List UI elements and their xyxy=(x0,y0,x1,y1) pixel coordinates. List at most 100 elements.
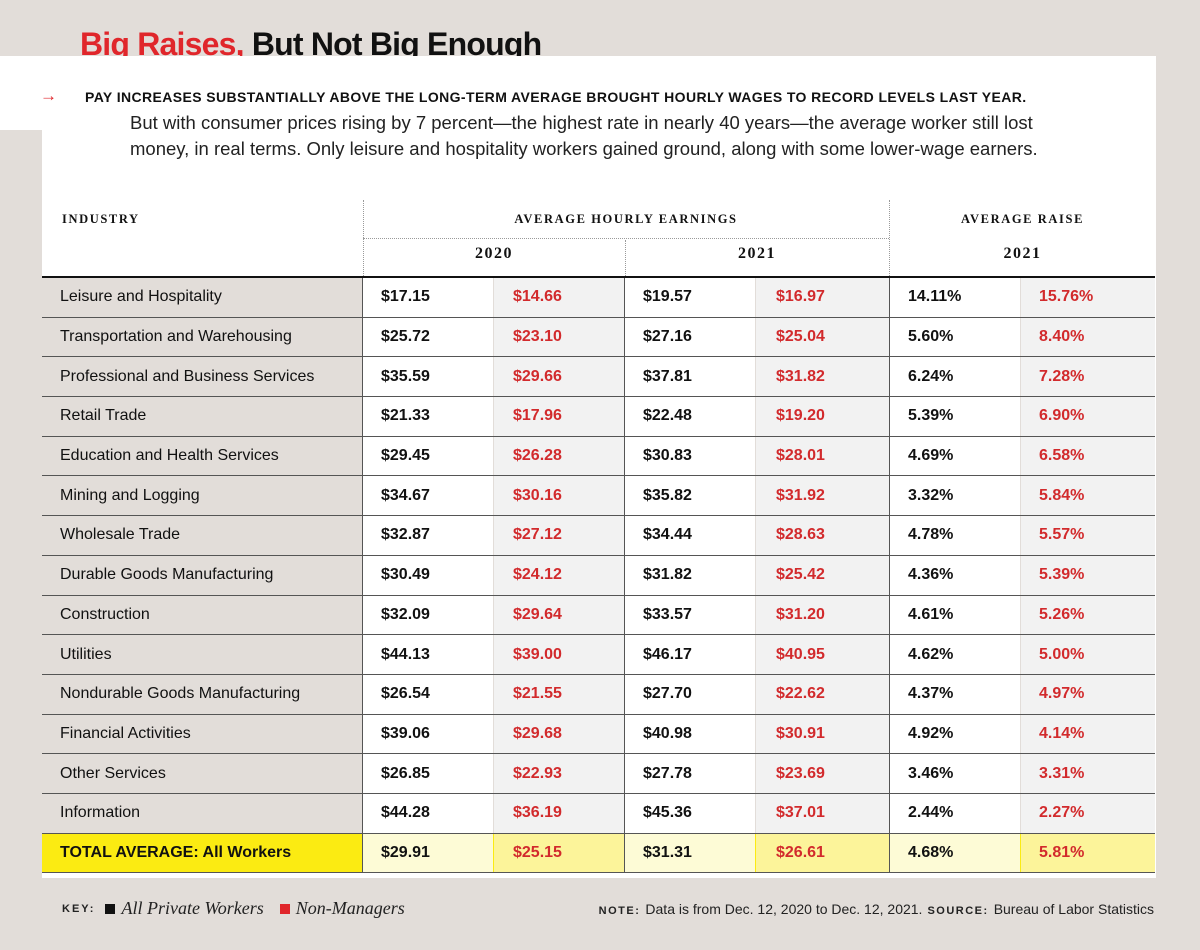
legend-all-workers: All Private Workers xyxy=(121,898,264,918)
header-year-raise-2021: 2021 xyxy=(1003,245,1042,262)
raise-nm: 5.84% xyxy=(1021,476,1155,516)
column-divider xyxy=(624,317,625,357)
column-divider xyxy=(889,595,890,635)
total-label: TOTAL AVERAGE: All Workers xyxy=(60,843,292,861)
raise-nm: 5.39% xyxy=(1021,555,1155,595)
industry-name: Information xyxy=(60,804,141,822)
column-divider xyxy=(624,397,625,436)
raise-nm: 7.28% xyxy=(1021,357,1155,397)
column-divider xyxy=(362,833,363,873)
raise-nm: 8.40% xyxy=(1021,317,1155,357)
raise-nm: 4.14% xyxy=(1021,714,1155,754)
column-divider xyxy=(362,793,363,833)
value-nm-2020: $27.12 xyxy=(494,516,624,555)
column-divider xyxy=(624,555,625,595)
value-nm-2020: $29.68 xyxy=(494,714,624,754)
industry-name: Durable Goods Manufacturing xyxy=(60,566,274,584)
table-row: Utilities $44.13 $39.00 $46.17 $40.95 4.… xyxy=(42,635,1155,675)
raise-all: 4.36% xyxy=(890,555,1020,595)
value-all-2020: $26.54 xyxy=(363,674,493,714)
raise-nm: 5.26% xyxy=(1021,595,1155,635)
header-rule xyxy=(42,276,1155,278)
value-all-2021: $33.57 xyxy=(625,595,755,635)
total-all-2020: $29.91 xyxy=(363,833,493,873)
raise-all: 4.78% xyxy=(890,516,1020,555)
header-divider xyxy=(889,200,890,276)
legend-swatch-non-managers xyxy=(279,903,290,914)
value-all-2021: $22.48 xyxy=(625,397,755,436)
column-divider xyxy=(362,436,363,476)
value-nm-2021: $19.20 xyxy=(756,397,889,436)
value-nm-2020: $29.64 xyxy=(494,595,624,635)
raise-all: 4.69% xyxy=(890,436,1020,476)
table-row: Transportation and Warehousing $25.72 $2… xyxy=(42,317,1155,358)
column-divider xyxy=(889,635,890,674)
header-divider xyxy=(363,238,889,239)
raise-nm: 6.58% xyxy=(1021,436,1155,476)
total-row: TOTAL AVERAGE: All Workers $29.91 $25.15… xyxy=(42,833,1155,874)
header-year-2021: 2021 xyxy=(738,245,776,262)
column-divider xyxy=(362,595,363,635)
column-divider xyxy=(889,833,890,873)
value-all-2020: $17.15 xyxy=(363,278,493,317)
value-all-2021: $27.70 xyxy=(625,674,755,714)
intro-background-tab xyxy=(0,56,42,130)
column-divider xyxy=(362,674,363,714)
intro-body: But with consumer prices rising by 7 per… xyxy=(130,110,1150,162)
total-nm-2021: $26.61 xyxy=(756,833,889,873)
column-divider xyxy=(362,555,363,595)
value-all-2021: $27.78 xyxy=(625,754,755,793)
column-divider xyxy=(624,635,625,674)
value-nm-2020: $36.19 xyxy=(494,793,624,833)
value-all-2020: $26.85 xyxy=(363,754,493,793)
value-all-2020: $39.06 xyxy=(363,714,493,754)
value-nm-2021: $31.82 xyxy=(756,357,889,397)
total-nm-2020: $25.15 xyxy=(494,833,624,873)
column-divider xyxy=(889,516,890,555)
header-year-2020: 2020 xyxy=(475,245,513,262)
value-nm-2021: $28.01 xyxy=(756,436,889,476)
column-divider xyxy=(362,278,363,317)
column-divider xyxy=(362,714,363,754)
column-divider xyxy=(624,436,625,476)
value-nm-2021: $25.04 xyxy=(756,317,889,357)
value-all-2020: $29.45 xyxy=(363,436,493,476)
value-all-2020: $32.09 xyxy=(363,595,493,635)
column-divider xyxy=(624,278,625,317)
column-divider xyxy=(624,595,625,635)
industry-name: Mining and Logging xyxy=(60,486,200,504)
total-raise-all: 4.68% xyxy=(890,833,1020,873)
value-nm-2020: $14.66 xyxy=(494,278,624,317)
value-nm-2020: $22.93 xyxy=(494,754,624,793)
raise-all: 4.61% xyxy=(890,595,1020,635)
table-row: Mining and Logging $34.67 $30.16 $35.82 … xyxy=(42,476,1155,517)
value-nm-2021: $30.91 xyxy=(756,714,889,754)
raise-nm: 15.76% xyxy=(1021,278,1155,317)
column-divider xyxy=(624,476,625,516)
industry-name: Nondurable Goods Manufacturing xyxy=(60,685,301,703)
value-all-2020: $25.72 xyxy=(363,317,493,357)
intro-lead: PAY INCREASES SUBSTANTIALLY ABOVE THE LO… xyxy=(85,89,1027,105)
value-all-2021: $46.17 xyxy=(625,635,755,674)
column-divider xyxy=(362,516,363,555)
industry-name: Leisure and Hospitality xyxy=(60,288,222,306)
column-divider xyxy=(624,714,625,754)
value-all-2021: $35.82 xyxy=(625,476,755,516)
value-all-2021: $31.82 xyxy=(625,555,755,595)
value-all-2021: $34.44 xyxy=(625,516,755,555)
value-nm-2021: $37.01 xyxy=(756,793,889,833)
column-divider xyxy=(624,833,625,873)
value-all-2021: $30.83 xyxy=(625,436,755,476)
legend-swatch-all xyxy=(105,903,116,914)
value-nm-2021: $31.92 xyxy=(756,476,889,516)
raise-all: 6.24% xyxy=(890,357,1020,397)
raise-all: 4.92% xyxy=(890,714,1020,754)
raise-all: 3.32% xyxy=(890,476,1020,516)
table-row: Wholesale Trade $32.87 $27.12 $34.44 $28… xyxy=(42,516,1155,556)
value-all-2021: $37.81 xyxy=(625,357,755,397)
header-divider xyxy=(625,240,626,276)
column-divider xyxy=(889,555,890,595)
table-row: Leisure and Hospitality $17.15 $14.66 $1… xyxy=(42,278,1155,318)
column-divider xyxy=(362,397,363,436)
value-nm-2021: $16.97 xyxy=(756,278,889,317)
